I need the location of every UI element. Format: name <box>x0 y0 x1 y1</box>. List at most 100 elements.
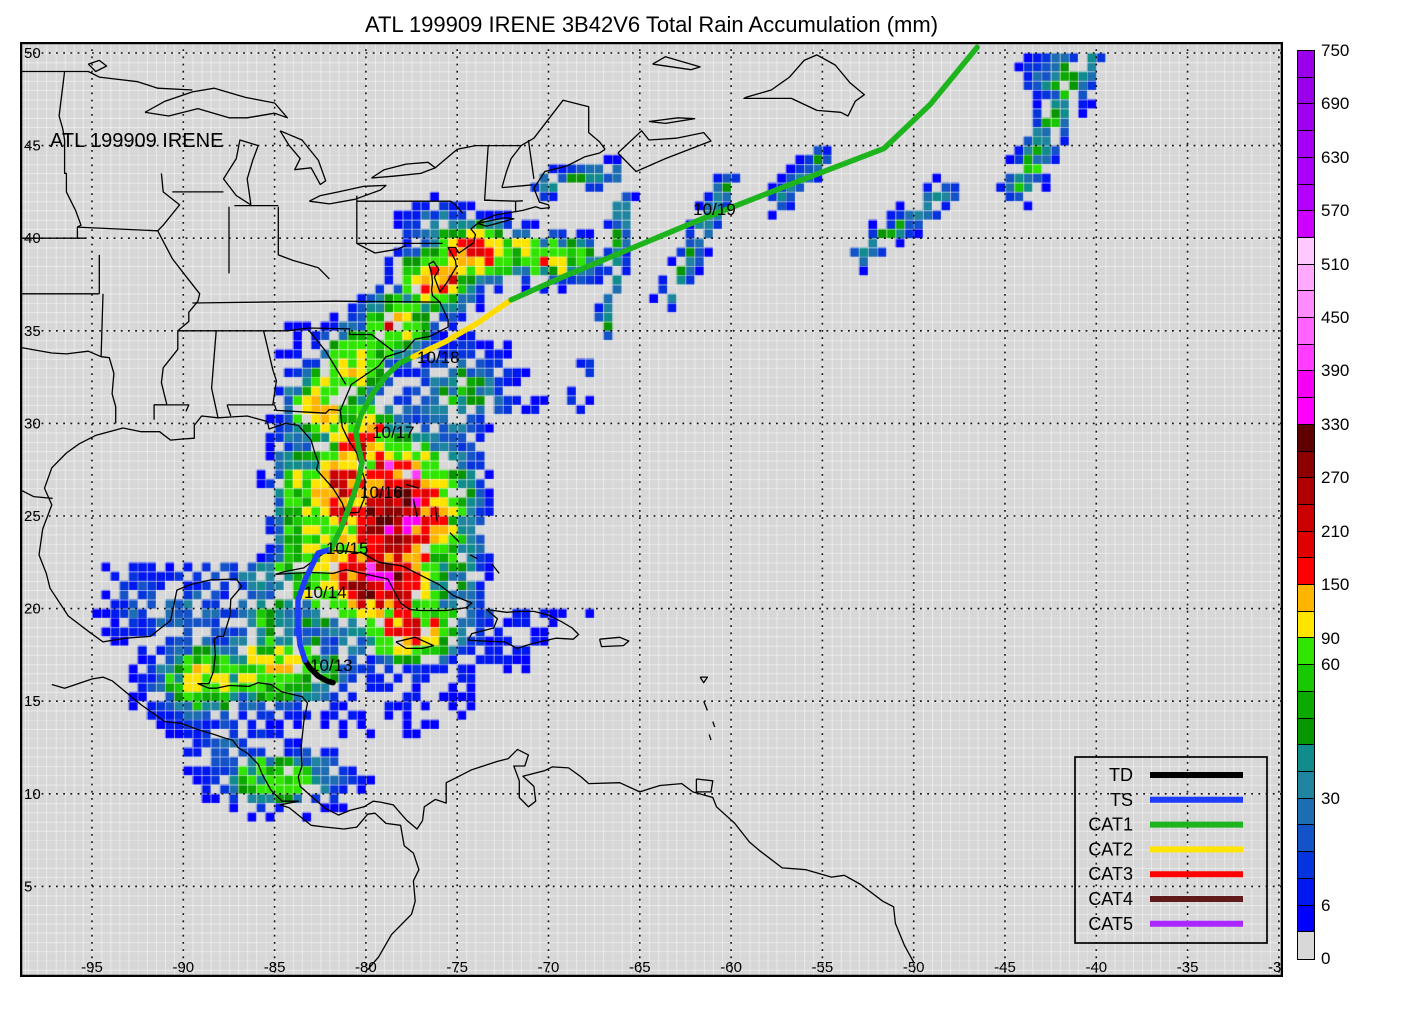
colorbar-cell <box>1298 264 1314 292</box>
track-segment-CAT1 <box>328 354 416 553</box>
colorbar-cell <box>1298 852 1314 879</box>
colorbar-cell <box>1298 51 1314 78</box>
colorbar-tick-label: 510 <box>1321 254 1350 274</box>
colorbar-tick-label: 690 <box>1321 94 1350 114</box>
colorbar-tick-label: 570 <box>1321 201 1350 221</box>
graticule <box>20 42 1283 977</box>
y-tick-label: 20 <box>24 601 41 618</box>
colorbar <box>1297 50 1315 960</box>
y-tick-label: 5 <box>24 878 32 895</box>
colorbar-tick-label: 150 <box>1321 575 1350 595</box>
colorbar-cell <box>1298 504 1314 532</box>
colorbar-cell <box>1298 291 1314 319</box>
legend-label-CAT3: CAT3 <box>1088 864 1133 884</box>
y-tick-label: 10 <box>24 786 41 803</box>
plot-border <box>20 42 1283 977</box>
chart-title: ATL 199909 IRENE 3B42V6 Total Rain Accum… <box>364 12 939 37</box>
x-tick-label: -95 <box>81 959 103 976</box>
colorbar-cell <box>1298 104 1314 132</box>
colorbar-tick-label: 390 <box>1321 361 1350 381</box>
track-date-label: 10/17 <box>372 423 415 442</box>
x-tick-labels: -95 -90 -85 -80 -75 -70 -65 -60 -55 -50 -45 -40 -35 -… <box>81 959 1283 976</box>
colorbar-cell <box>1298 611 1314 639</box>
y-tick-label: 15 <box>24 693 41 710</box>
y-tick-labels: 50 45 40 35 30 25 20 15 10 5 <box>24 45 41 895</box>
colorbar-cell <box>1298 531 1314 559</box>
legend-label-CAT4: CAT4 <box>1088 889 1133 909</box>
x-tick-label: -50 <box>903 959 925 976</box>
x-tick-label: -65 <box>629 959 651 976</box>
colorbar-tick-label: 6 <box>1321 895 1331 915</box>
x-tick-label: -35 <box>1177 959 1199 976</box>
track-date-label: 10/16 <box>360 483 403 502</box>
colorbar-cell <box>1298 691 1314 719</box>
colorbar-cell <box>1298 825 1314 853</box>
y-tick-label: 45 <box>24 138 41 155</box>
colorbar-cell <box>1298 878 1314 906</box>
x-tick-label: -90 <box>172 959 194 976</box>
x-tick-label: -40 <box>1085 959 1107 976</box>
colorbar-cell <box>1298 424 1314 452</box>
colorbar-cell <box>1298 157 1314 185</box>
track-date-label: 10/14 <box>304 583 347 602</box>
x-tick-label: -70 <box>538 959 560 976</box>
colorbar-cell <box>1298 398 1314 425</box>
storm-track <box>295 44 980 686</box>
y-tick-label: 25 <box>24 508 41 525</box>
legend-label-CAT5: CAT5 <box>1088 914 1133 934</box>
colorbar-tick-label: 630 <box>1321 147 1350 167</box>
colorbar-cell <box>1298 451 1314 479</box>
colorbar-tick-label: 750 <box>1321 41 1350 60</box>
colorbar-cell <box>1298 718 1314 746</box>
track-segment-CAT2 <box>410 297 514 360</box>
track-date-labels: 10/13 10/14 10/15 10/16 10/17 10/18 10/19 <box>304 200 736 675</box>
x-tick-label: -80 <box>355 959 377 976</box>
legend-label-TS: TS <box>1110 790 1133 810</box>
colorbar-cell <box>1298 237 1314 265</box>
track-segment-TS <box>295 546 334 663</box>
x-tick-label: -85 <box>264 959 286 976</box>
y-tick-label: 50 <box>24 45 41 62</box>
y-tick-label: 40 <box>24 230 41 247</box>
colorbar-cell <box>1298 478 1314 505</box>
x-tick-label: -60 <box>720 959 742 976</box>
colorbar-cell <box>1298 638 1314 666</box>
colorbar-cell <box>1298 771 1314 799</box>
colorbar-cell <box>1298 905 1314 933</box>
colorbar-cell <box>1298 318 1314 345</box>
track-date-label: 10/19 <box>693 200 736 219</box>
colorbar-cell <box>1298 77 1314 105</box>
track-date-label: 10/18 <box>417 348 460 367</box>
colorbar-cell <box>1298 932 1314 959</box>
y-tick-label: 35 <box>24 323 41 340</box>
colorbar-tick-label: 270 <box>1321 468 1350 488</box>
colorbar-tick-label: 60 <box>1321 655 1340 675</box>
colorbar-cell <box>1298 798 1314 826</box>
track-segment-TD <box>302 657 336 686</box>
track-segment-CAT1 <box>508 44 980 303</box>
colorbar-cell <box>1298 184 1314 212</box>
colorbar-tick-label: 210 <box>1321 521 1350 541</box>
colorbar-cell <box>1298 211 1314 238</box>
colorbar-cell <box>1298 344 1314 372</box>
x-tick-label: -75 <box>446 959 468 976</box>
colorbar-cell <box>1298 371 1314 399</box>
colorbar-tick-label: 30 <box>1321 788 1340 808</box>
x-tick-label: -45 <box>994 959 1016 976</box>
rain-accumulation-raster <box>20 42 1283 977</box>
colorbar-tick-label: 330 <box>1321 414 1350 434</box>
colorbar-cell <box>1298 665 1314 692</box>
storm-id-label: ATL 199909 IRENE <box>50 130 224 152</box>
legend-label-CAT1: CAT1 <box>1088 815 1133 835</box>
colorbar-cell <box>1298 131 1314 158</box>
coastlines-and-borders <box>20 54 915 971</box>
y-tick-label: 30 <box>24 415 41 432</box>
legend-label-TD: TD <box>1109 765 1133 785</box>
track-date-label: 10/13 <box>310 656 353 675</box>
map-plot-area: 10/13 10/14 10/15 10/16 10/17 10/18 10/19 -95 -9… <box>20 42 1283 977</box>
x-tick-label: -30 <box>1268 959 1283 976</box>
colorbar-tick-label: 0 <box>1321 949 1331 968</box>
legend-label-CAT2: CAT2 <box>1088 839 1133 859</box>
